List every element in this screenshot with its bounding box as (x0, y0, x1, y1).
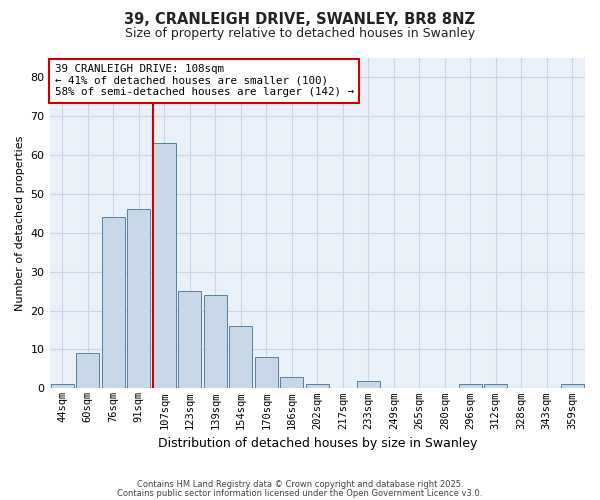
Bar (204, 295, 227, 388)
Bar (127, 210, 150, 388)
Bar (76, 354, 99, 388)
Text: Contains HM Land Registry data © Crown copyright and database right 2025.: Contains HM Land Registry data © Crown c… (137, 480, 463, 489)
X-axis label: Distribution of detached houses by size in Swanley: Distribution of detached houses by size … (158, 437, 477, 450)
Bar (102, 217, 125, 388)
Bar (357, 380, 380, 388)
Bar (51, 384, 74, 388)
Bar (459, 384, 482, 388)
Bar (153, 143, 176, 388)
Text: Size of property relative to detached houses in Swanley: Size of property relative to detached ho… (125, 28, 475, 40)
Bar (229, 326, 252, 388)
Bar (561, 384, 584, 388)
Bar (306, 384, 329, 388)
Text: 39, CRANLEIGH DRIVE, SWANLEY, BR8 8NZ: 39, CRANLEIGH DRIVE, SWANLEY, BR8 8NZ (125, 12, 476, 28)
Text: Contains public sector information licensed under the Open Government Licence v3: Contains public sector information licen… (118, 488, 482, 498)
Bar (255, 357, 278, 388)
Bar (280, 376, 303, 388)
Y-axis label: Number of detached properties: Number of detached properties (15, 136, 25, 310)
Text: 39 CRANLEIGH DRIVE: 108sqm
← 41% of detached houses are smaller (100)
58% of sem: 39 CRANLEIGH DRIVE: 108sqm ← 41% of deta… (55, 64, 354, 98)
Bar (484, 384, 507, 388)
Bar (178, 291, 201, 388)
